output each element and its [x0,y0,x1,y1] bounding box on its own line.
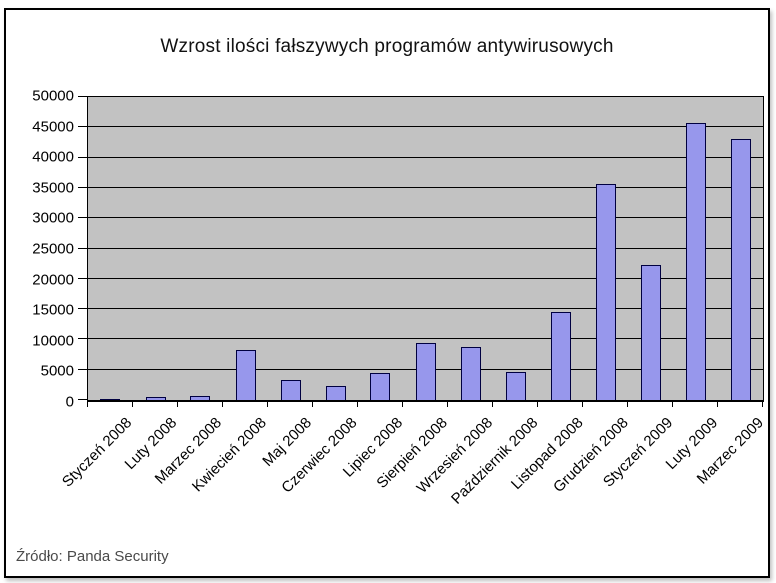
chart-bar-5 [280,380,301,400]
x-axis-tick [717,401,718,407]
x-axis-tick [536,401,538,407]
gridline [88,126,763,128]
y-axis-tick [78,338,87,340]
y-axis-tick [78,368,87,370]
y-tick-label: 35000 [32,179,74,197]
gridline [88,186,763,188]
chart-bar-2 [145,396,166,400]
x-axis-tick [402,401,403,407]
y-axis-tick [78,217,87,219]
chart-bar-15 [730,138,751,400]
chart-title: Wzrost ilości fałszywych programów antyw… [160,36,614,57]
y-tick-label: 45000 [32,118,74,136]
chart-bar-10 [505,371,526,400]
gridline [88,156,763,158]
plot-area [78,96,764,407]
x-axis-tick [222,401,223,407]
x-axis-tick [311,401,313,407]
chart-bar-14 [685,123,706,400]
chart-bar-7 [370,373,391,400]
y-axis-tick [78,277,87,279]
gridline [88,338,763,340]
y-tick-label: 0 [65,393,74,411]
y-tick-label: 10000 [32,332,74,350]
chart-bar-9 [460,347,481,400]
y-axis-labels: 0 5000 10000 15000 20000 25000 30000 35000 40000… [12,89,74,410]
y-axis-tick [78,308,87,310]
gridline [88,308,763,310]
y-axis-tick [78,126,87,128]
x-axis-tick [176,401,178,407]
x-axis-tick [582,401,583,407]
y-tick-label: 15000 [32,301,74,319]
y-tick-label: 5000 [40,362,74,380]
x-axis-tick [671,401,673,407]
chart-bar-6 [325,386,346,400]
y-axis-tick [78,186,87,188]
y-tick-label: 40000 [32,148,74,166]
chart-bar-8 [415,343,436,400]
x-axis-tick [266,401,268,407]
chart-bar-12 [595,184,616,400]
gridline [88,247,763,249]
x-axis-tick [492,401,493,407]
x-axis-tick [131,401,133,407]
gridline [88,217,763,219]
gridline [88,96,763,97]
y-axis-tick [78,96,87,97]
y-tick-label: 25000 [32,240,74,258]
x-axis-tick [446,401,448,407]
chart-bar-4 [235,349,256,400]
chart-bar-1 [100,398,121,400]
y-tick-label: 50000 [32,87,74,105]
y-tick-label: 20000 [32,271,74,289]
chart-frame: Wzrost ilości fałszywych programów antyw… [4,8,770,578]
chart-bar-13 [640,264,661,400]
chart-bar-11 [550,311,571,400]
x-axis-tick [357,401,358,407]
x-axis-labels: Styczeń 2008 Luty 2008 Marzec 2008 Kwiecień… [59,408,767,526]
x-axis-tick [627,401,628,407]
gridline [88,277,763,279]
y-axis-tick [78,399,87,400]
y-axis-tick [78,247,87,249]
x-axis-tick [87,401,88,407]
chart-bar-3 [190,395,211,400]
source-text: Źródło: Panda Security [16,548,169,565]
y-tick-label: 30000 [32,209,74,227]
x-axis-tick [762,401,763,407]
x-tick-label: Styczeń 2008 [58,414,135,491]
y-axis-tick [78,156,87,158]
